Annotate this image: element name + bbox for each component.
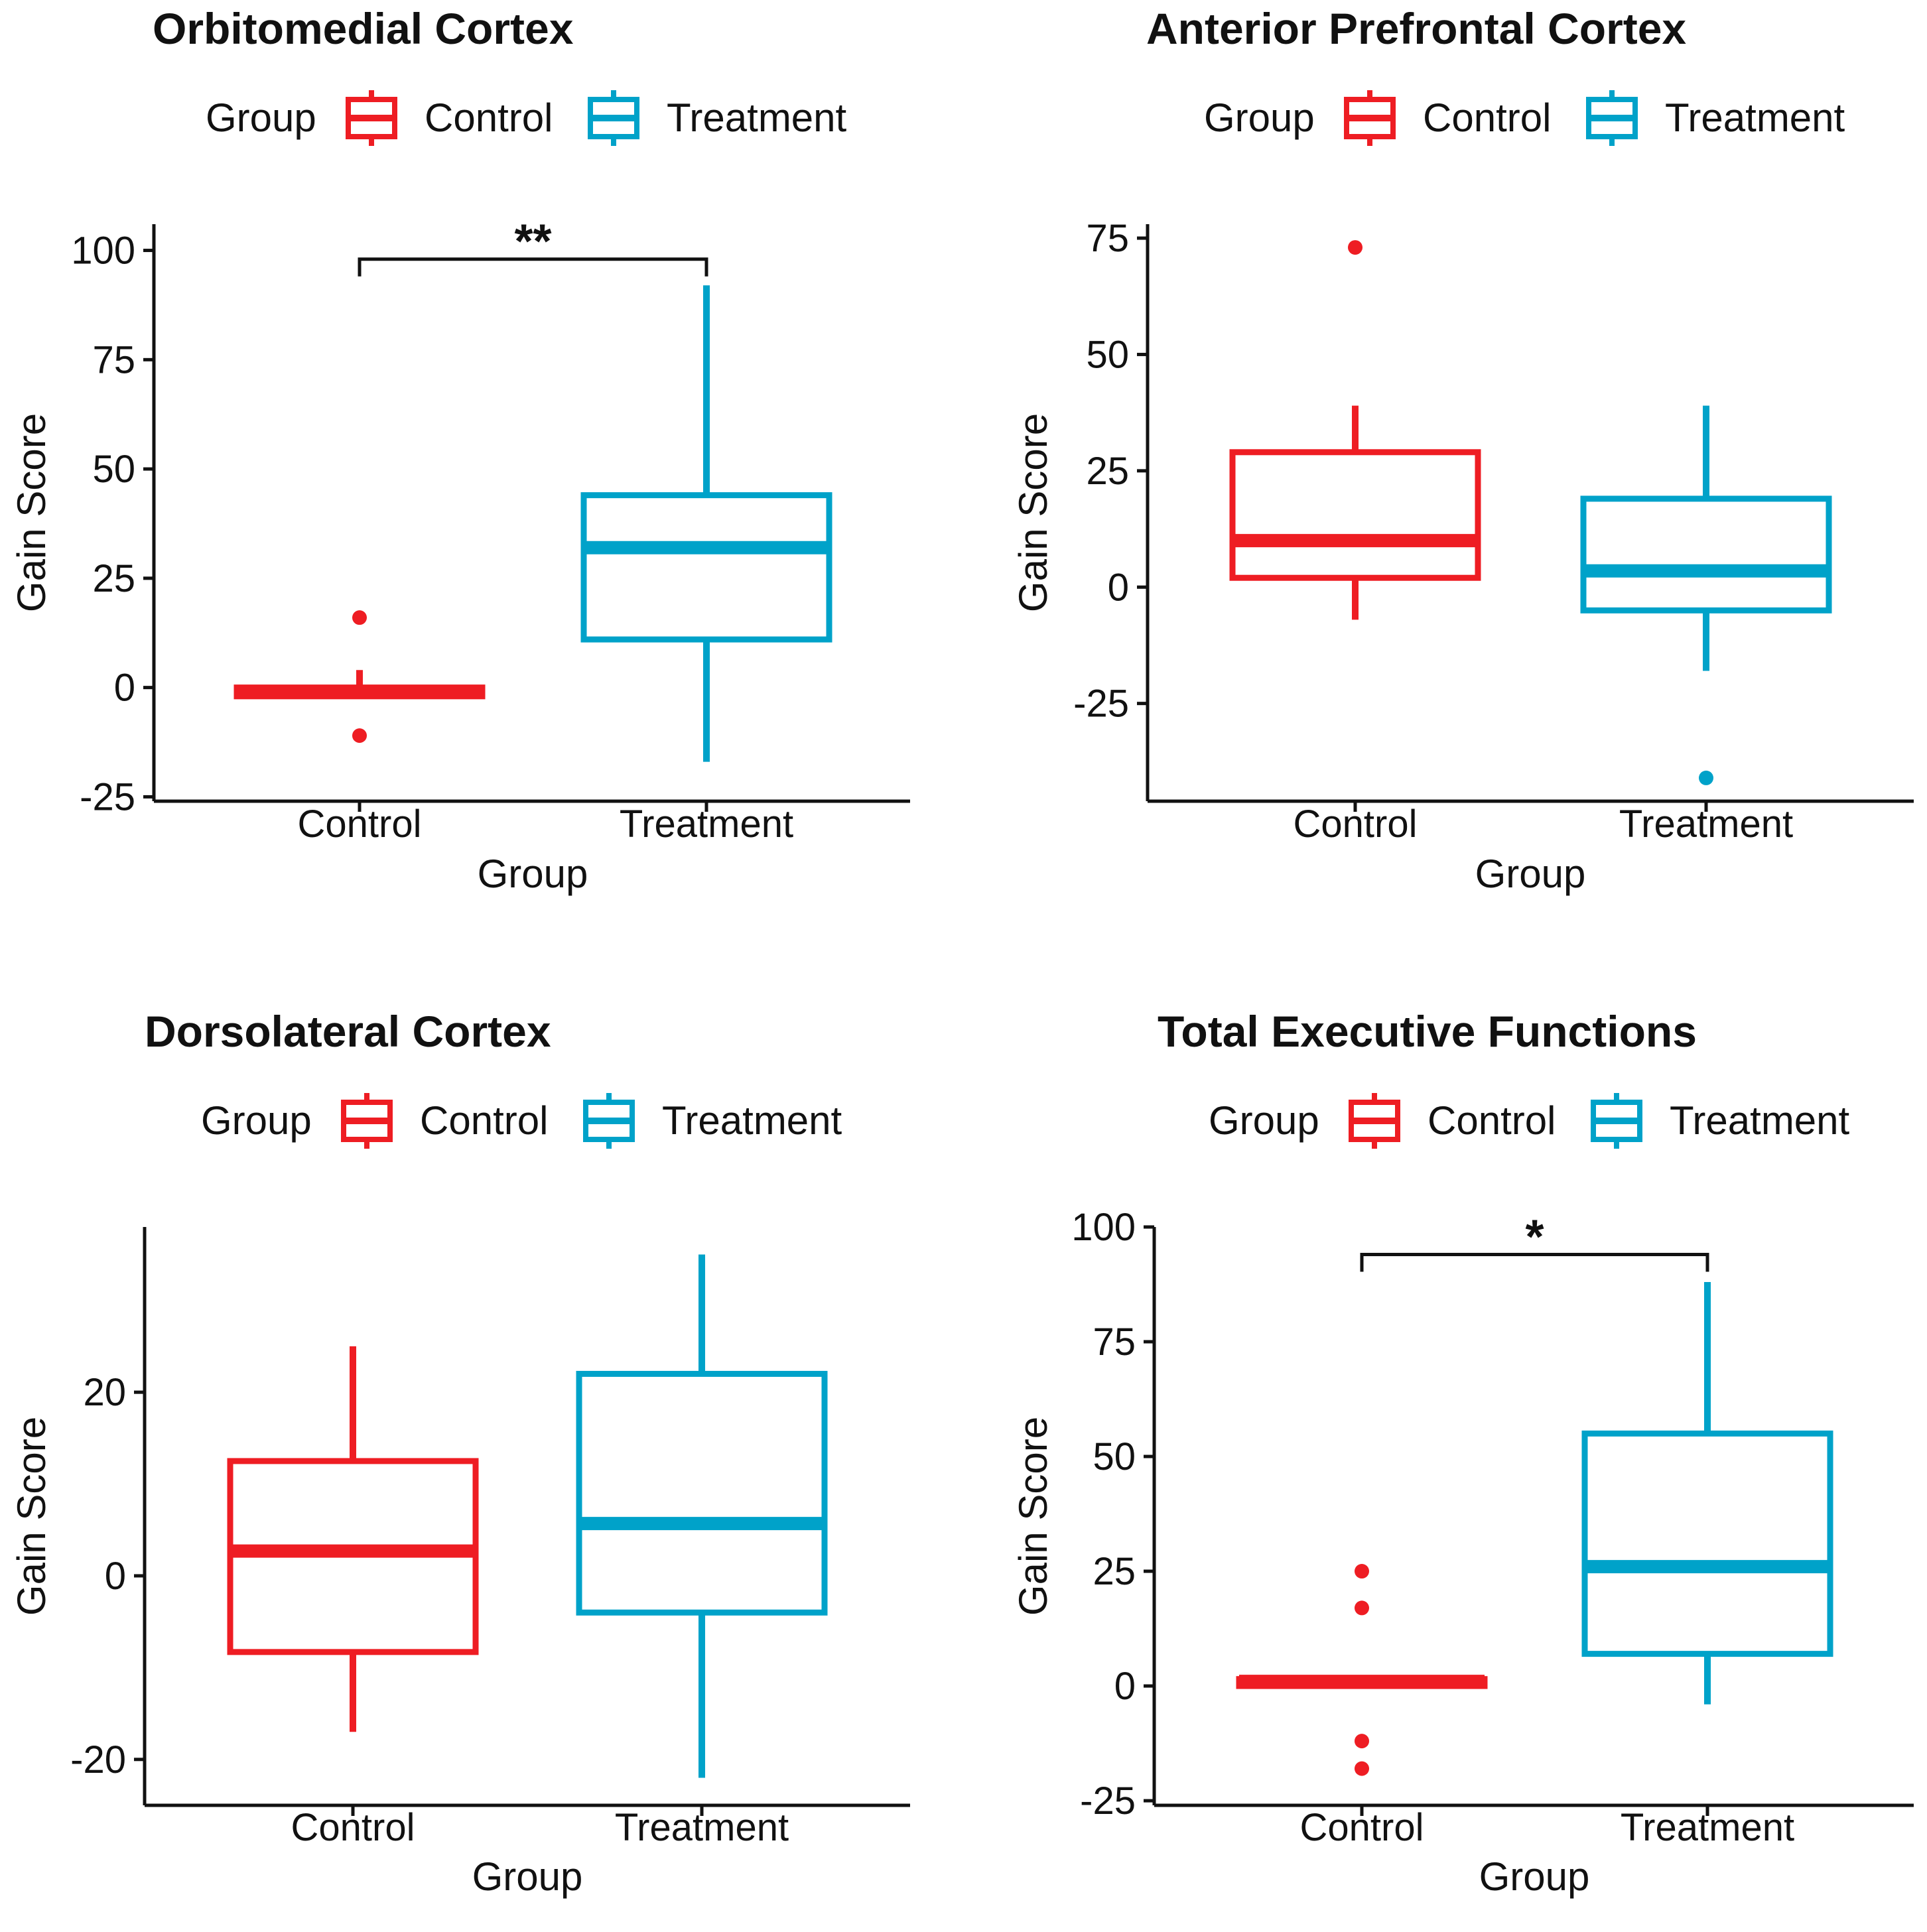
x-tick-label: Control [1294, 803, 1418, 846]
outlier-point [1348, 240, 1362, 255]
legend-label: Control [420, 1098, 548, 1143]
x-tick-label: Treatment [620, 803, 793, 846]
chart-title: Orbitomedial Cortex [153, 4, 574, 53]
x-axis-title: Group [1475, 852, 1586, 896]
x-axis-title: Group [478, 852, 588, 896]
box-iqr [1229, 449, 1481, 581]
chart-title: Anterior Prefrontal Cortex [1146, 4, 1686, 53]
y-tick-label: 100 [1071, 1206, 1136, 1249]
y-tick-label: 50 [92, 448, 135, 491]
legend-label: Control [1423, 96, 1551, 140]
box-control [1236, 1564, 1488, 1776]
legend: Group Control Treatment [1209, 1093, 1850, 1149]
chart-panel-2: Anterior Prefrontal Cortex Group Control Tr… [1011, 4, 1914, 896]
legend-item-control: Control [346, 90, 553, 146]
legend-item-control: Control [341, 1093, 548, 1149]
legend: Group Control Treatment [1204, 90, 1845, 146]
x-tick-label: Control [291, 1806, 415, 1849]
y-tick-label: 0 [114, 667, 135, 710]
significance-bracket: ** [358, 216, 708, 277]
y-tick-label: 0 [1114, 1665, 1136, 1708]
y-tick-label: 0 [105, 1555, 126, 1598]
box-control [1229, 240, 1481, 620]
bracket-line [1360, 1253, 1709, 1272]
x-tick-label: Control [1300, 1806, 1424, 1849]
legend-item-control: Control [1344, 90, 1551, 146]
outlier-point [1355, 1600, 1369, 1616]
y-axis-title: Gain Score [1011, 1417, 1055, 1616]
box-iqr [576, 1370, 828, 1616]
significance-label: ** [514, 216, 551, 269]
legend-label: Treatment [667, 96, 847, 140]
x-tick-label: Control [298, 803, 422, 846]
y-tick-label: 25 [1086, 450, 1129, 493]
chart-title: Total Executive Functions [1158, 1007, 1697, 1056]
legend-item-treatment: Treatment [1586, 90, 1845, 146]
y-axis-title: Gain Score [1011, 413, 1055, 612]
legend-title: Group [206, 96, 316, 140]
bracket-line [358, 257, 708, 277]
significance-bracket: * [1360, 1211, 1709, 1272]
legend-item-treatment: Treatment [583, 1093, 842, 1149]
box-treatment [1580, 405, 1832, 785]
chart-panel-3: Dorsolateral Cortex Group Control Treatment… [9, 1007, 910, 1899]
outlier-point [1355, 1761, 1369, 1776]
box-iqr [1580, 495, 1832, 613]
y-axis-title: Gain Score [9, 413, 54, 612]
chart-panel-4: Total Executive Functions Group Control Tre… [1011, 1007, 1914, 1899]
legend-label: Treatment [662, 1098, 842, 1143]
chart-title: Dorsolateral Cortex [145, 1007, 551, 1056]
y-tick-label: 75 [1086, 217, 1129, 260]
y-tick-label: 20 [83, 1371, 126, 1414]
box-control [227, 1346, 479, 1732]
legend-title: Group [201, 1098, 312, 1143]
x-tick-label: Treatment [615, 1806, 789, 1849]
box-iqr [580, 492, 832, 643]
y-tick-label: 50 [1093, 1435, 1136, 1478]
legend-item-control: Control [1349, 1093, 1556, 1149]
legend-item-treatment: Treatment [588, 90, 847, 146]
y-tick-label: -20 [70, 1738, 126, 1781]
y-tick-label: 25 [92, 557, 135, 600]
y-axis-title: Gain Score [9, 1417, 54, 1616]
legend: Group Control Treatment [201, 1093, 842, 1149]
box-iqr [1581, 1430, 1833, 1657]
outlier-point [1355, 1734, 1369, 1749]
legend-label: Treatment [1665, 96, 1845, 140]
y-tick-label: 0 [1108, 566, 1129, 609]
y-tick-label: -25 [1073, 682, 1129, 726]
legend-label: Treatment [1670, 1098, 1850, 1143]
x-tick-label: Treatment [1621, 1806, 1794, 1849]
y-tick-label: 75 [92, 338, 135, 381]
box-treatment [580, 285, 832, 762]
x-axis-title: Group [1479, 1854, 1590, 1899]
significance-label: * [1525, 1211, 1544, 1264]
box-control [233, 610, 486, 743]
outlier-point [1699, 770, 1713, 785]
y-tick-label: -25 [80, 775, 135, 818]
outlier-point [1355, 1564, 1369, 1579]
box-treatment [576, 1254, 828, 1778]
y-tick-label: 50 [1086, 333, 1129, 376]
legend-item-treatment: Treatment [1591, 1093, 1850, 1149]
box-treatment [1581, 1282, 1833, 1705]
legend: Group Control Treatment [206, 90, 847, 146]
legend-title: Group [1209, 1098, 1319, 1143]
x-tick-label: Treatment [1619, 803, 1793, 846]
legend-title: Group [1204, 96, 1315, 140]
outlier-point [352, 728, 367, 743]
y-tick-label: 75 [1093, 1320, 1136, 1364]
outlier-point [352, 610, 367, 625]
y-tick-label: 25 [1093, 1550, 1136, 1593]
legend-label: Control [1428, 1098, 1556, 1143]
x-axis-title: Group [472, 1854, 583, 1899]
legend-label: Control [425, 96, 553, 140]
y-tick-label: -25 [1080, 1779, 1136, 1823]
chart-panel-1: Orbitomedial Cortex Group Control Treatment… [9, 4, 910, 896]
y-tick-label: 100 [71, 229, 135, 273]
